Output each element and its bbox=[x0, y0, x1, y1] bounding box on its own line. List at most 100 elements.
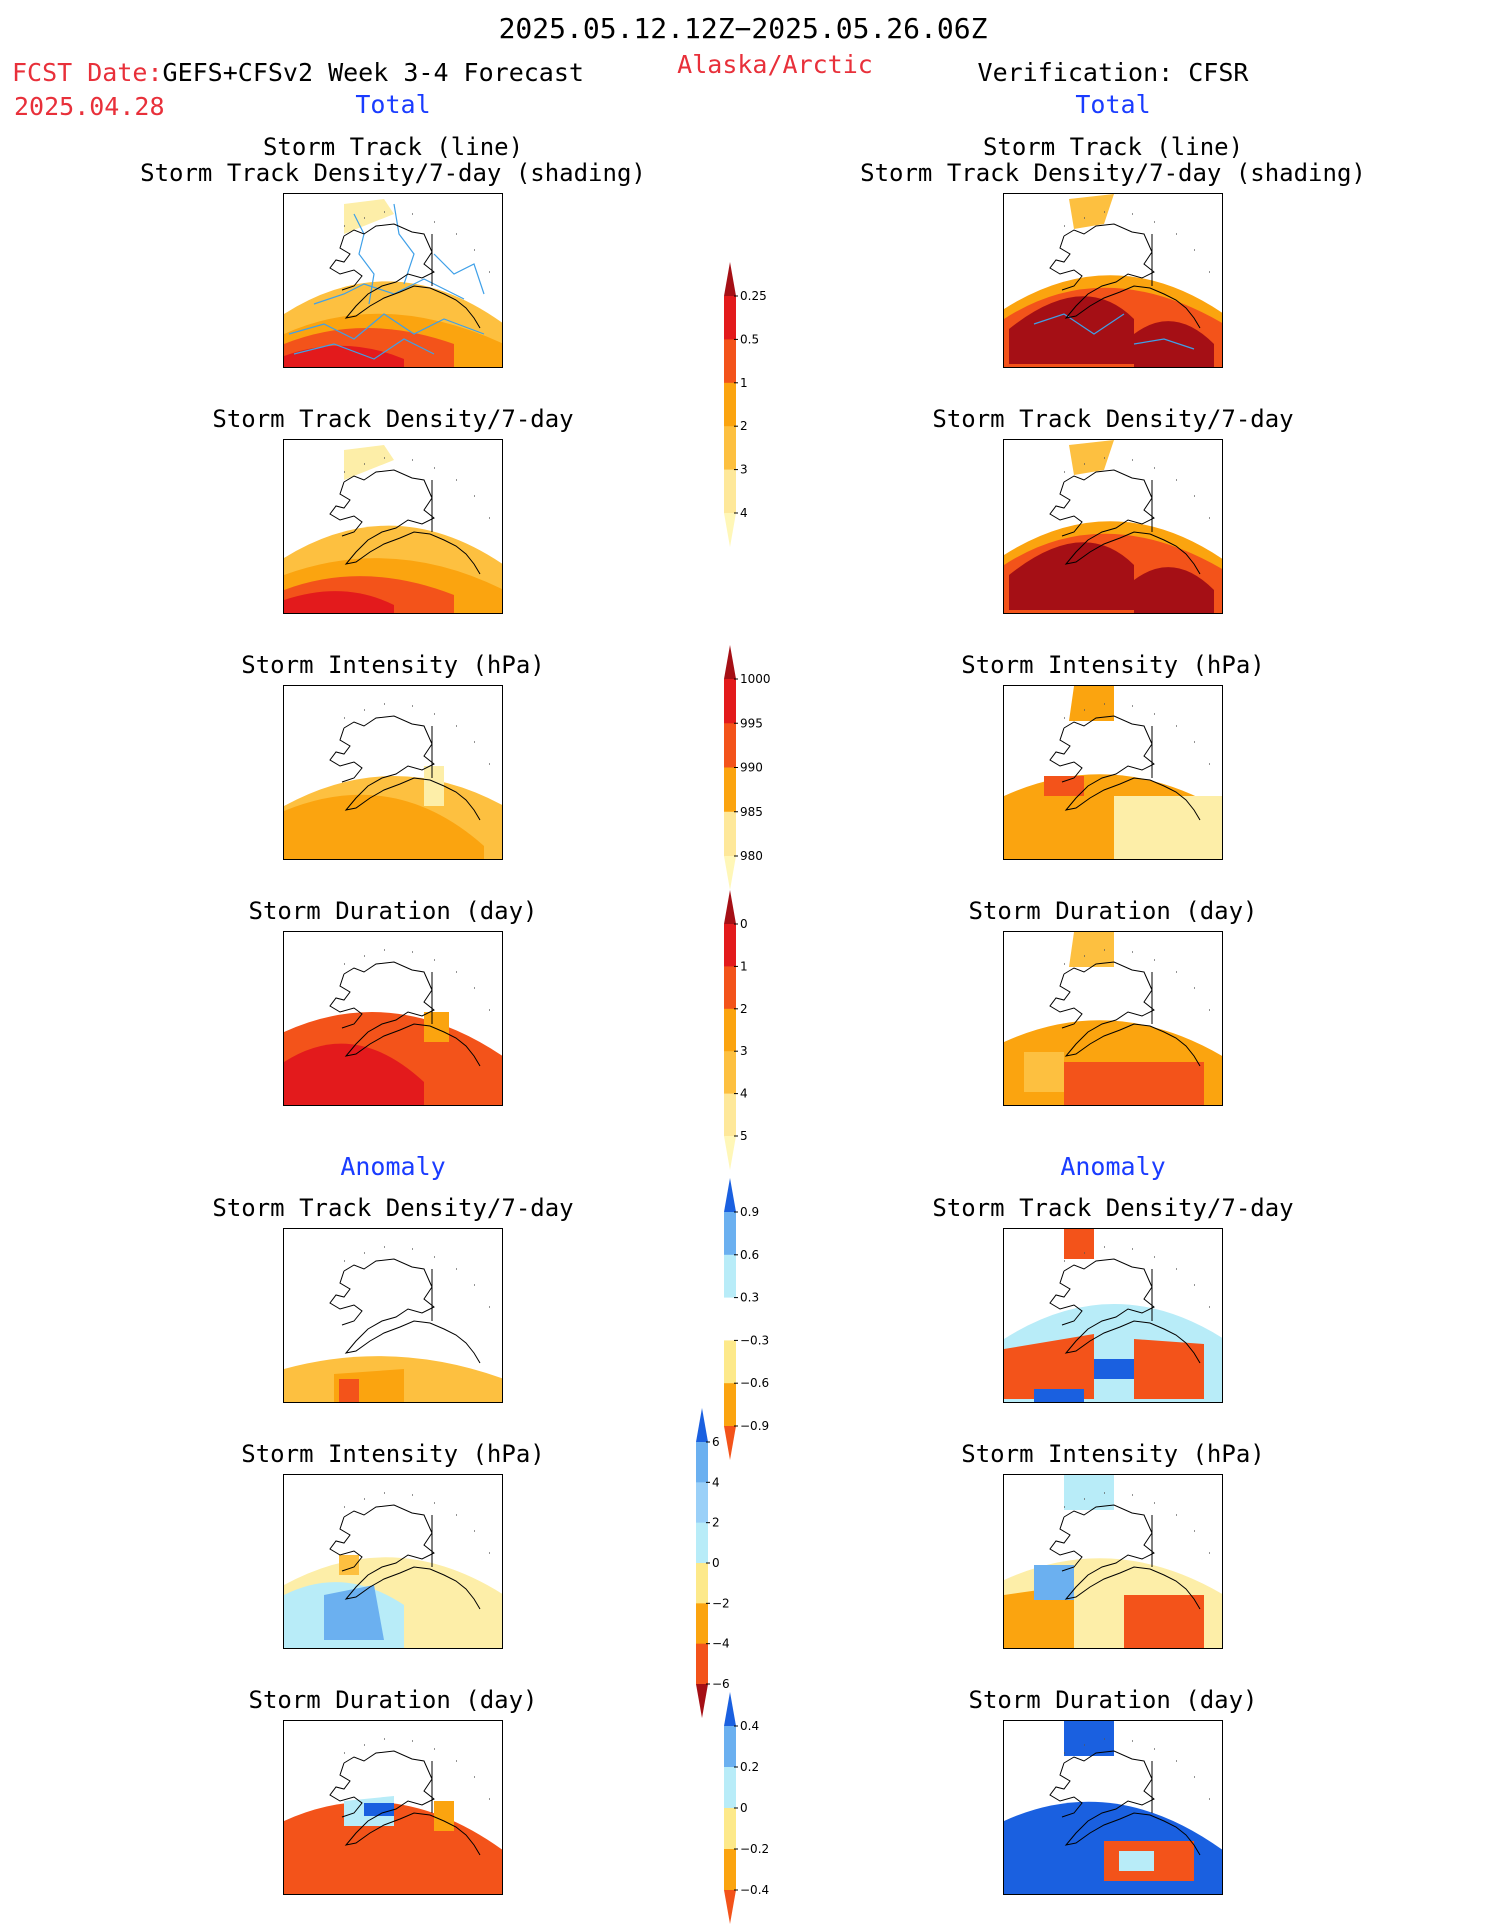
title-track-density-shading-left: Storm Track Density/7-day (shading) bbox=[140, 159, 646, 187]
title-track-density-left: Storm Track Density/7-day bbox=[212, 405, 574, 433]
title-anom-intensity-right: Storm Intensity (hPa) bbox=[961, 1440, 1265, 1468]
total-label-left: Total bbox=[355, 90, 431, 119]
graticule-dots bbox=[344, 703, 490, 765]
colorbar-tick-label: 1 bbox=[740, 376, 748, 390]
colorbar-tick-label: 6 bbox=[712, 1435, 720, 1449]
storm-track bbox=[288, 313, 485, 340]
shaded-region bbox=[1069, 932, 1114, 967]
map-svg bbox=[1004, 440, 1222, 613]
colorbar-segment bbox=[724, 890, 736, 924]
colorbar-segment bbox=[724, 1136, 736, 1170]
map-svg bbox=[284, 949, 502, 1105]
shaded-region bbox=[1069, 686, 1114, 721]
shaded-region bbox=[1024, 1052, 1064, 1092]
shaded-region bbox=[1064, 1062, 1204, 1105]
anomaly-label-right: Anomaly bbox=[1060, 1152, 1166, 1181]
title-anom-intensity-left: Storm Intensity (hPa) bbox=[241, 1440, 545, 1468]
storm-track bbox=[293, 338, 435, 360]
colorbar-segment bbox=[724, 469, 736, 514]
shaded-region bbox=[339, 1379, 359, 1402]
map-panel bbox=[283, 1720, 503, 1895]
colorbar-segment bbox=[724, 296, 736, 340]
shaded-region bbox=[1114, 796, 1222, 859]
coastline bbox=[1049, 223, 1201, 329]
colorbar-segment bbox=[724, 1051, 736, 1095]
colorbar-tick-label: 0.3 bbox=[740, 1291, 759, 1305]
map-svg bbox=[284, 1246, 502, 1402]
shaded-region bbox=[1064, 1721, 1114, 1756]
colorbar-tick-label: 990 bbox=[740, 761, 763, 775]
map-panel bbox=[283, 1474, 503, 1649]
shaded-region bbox=[1069, 194, 1114, 229]
colorbar-anom-intensity: 6 4 2 0 −2 −4 −6 bbox=[696, 1408, 730, 1718]
colorbar-segment bbox=[724, 767, 736, 813]
colorbar-segment bbox=[724, 1093, 736, 1137]
storm-track bbox=[313, 278, 465, 305]
shaded-region bbox=[424, 1012, 449, 1042]
colorbar-tick-label: 0.9 bbox=[740, 1205, 759, 1219]
shaded-region bbox=[1134, 321, 1214, 367]
title-anom-density-left: Storm Track Density/7-day bbox=[212, 1194, 574, 1222]
verification-label: Verification: CFSR bbox=[977, 58, 1249, 87]
map-svg bbox=[1004, 1475, 1222, 1648]
colorbar-segment bbox=[696, 1442, 708, 1483]
colorbar-segment bbox=[696, 1684, 708, 1718]
shaded-region bbox=[344, 445, 394, 480]
colorbar-segment bbox=[724, 1849, 736, 1891]
fcst-date-label: FCST Date: bbox=[12, 58, 163, 87]
shaded-region bbox=[1134, 567, 1214, 613]
map-panel bbox=[1003, 1474, 1223, 1649]
map-panel bbox=[283, 439, 503, 614]
colorbar-segment bbox=[724, 856, 736, 890]
fcst-model-label: GEFS+CFSv2 Week 3-4 Forecast bbox=[162, 58, 584, 87]
map-panel bbox=[1003, 439, 1223, 614]
map-svg bbox=[284, 199, 502, 367]
graticule-dots bbox=[344, 1492, 490, 1554]
storm-track bbox=[353, 213, 375, 305]
colorbar-tick-label: 2 bbox=[740, 419, 748, 433]
colorbar-segment bbox=[724, 924, 736, 967]
shaded-region bbox=[1004, 1585, 1074, 1648]
colorbar-segment bbox=[696, 1408, 708, 1442]
colorbar-tick-label: −0.3 bbox=[740, 1333, 769, 1347]
colorbar-tick-label: 980 bbox=[740, 849, 763, 863]
colorbar-tick-label: 0 bbox=[740, 917, 748, 931]
colorbar-segment bbox=[724, 1767, 736, 1809]
colorbar-tick-label: 0.5 bbox=[740, 332, 759, 346]
colorbar-segment bbox=[696, 1563, 708, 1604]
colorbar-segment bbox=[724, 1008, 736, 1052]
graticule-dots bbox=[1064, 949, 1210, 1011]
colorbar-tick-label: 4 bbox=[740, 1087, 748, 1101]
colorbar-tick-label: 1000 bbox=[740, 672, 771, 686]
title-duration-left: Storm Duration (day) bbox=[248, 897, 538, 925]
coastline bbox=[329, 715, 481, 821]
colorbar-anom-density: 0.9 0.6 0.3 −0.3 −0.6 −0.9 bbox=[724, 1178, 769, 1460]
coastline bbox=[329, 1258, 481, 1364]
colorbar-segment bbox=[696, 1643, 708, 1685]
map-panel bbox=[1003, 1228, 1223, 1403]
map-svg bbox=[284, 1738, 502, 1894]
storm-track-lines bbox=[1033, 313, 1195, 350]
storm-track-lines bbox=[288, 203, 485, 360]
map-svg bbox=[1004, 686, 1222, 859]
total-label-right: Total bbox=[1075, 90, 1151, 119]
colorbar-segment bbox=[724, 1178, 736, 1212]
shaded-region bbox=[1134, 1339, 1204, 1399]
shaded-region bbox=[1009, 542, 1134, 610]
colorbar-segment bbox=[696, 1603, 708, 1645]
shaded-region bbox=[324, 1585, 384, 1640]
anomaly-label-left: Anomaly bbox=[340, 1152, 446, 1181]
graticule-dots bbox=[344, 211, 490, 273]
colorbar-segment bbox=[724, 1254, 736, 1299]
graticule-dots bbox=[1064, 1738, 1210, 1800]
colorbar-tick-label: 0.4 bbox=[740, 1719, 759, 1733]
colorbar-segment bbox=[724, 723, 736, 768]
colorbar-segment bbox=[724, 1340, 736, 1384]
map-svg bbox=[284, 703, 502, 859]
shaded-region bbox=[364, 1803, 394, 1816]
map-svg bbox=[284, 1492, 502, 1648]
shaded-region bbox=[1034, 1565, 1074, 1600]
region-label: Alaska/Arctic bbox=[677, 50, 873, 79]
colorbar-tick-label: 1 bbox=[740, 959, 748, 973]
colorbar-tick-label: 2 bbox=[712, 1516, 720, 1530]
